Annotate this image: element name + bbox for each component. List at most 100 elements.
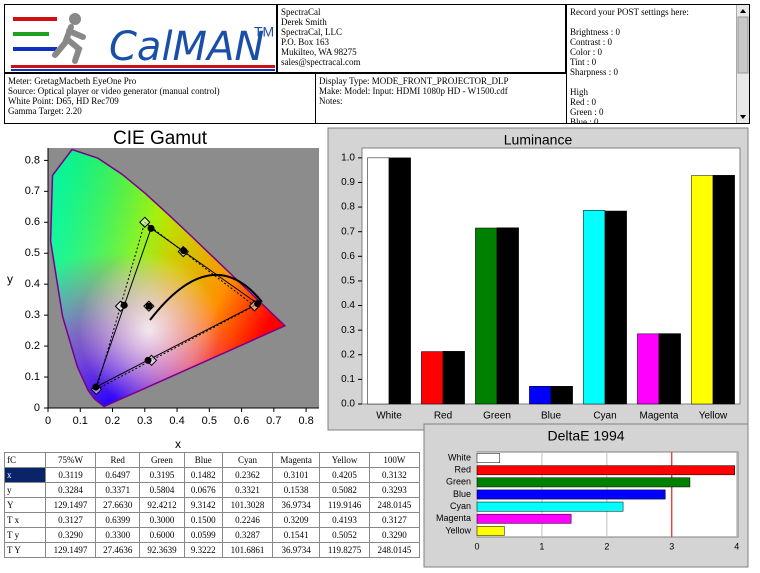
y-tick-label: Yellow — [445, 525, 471, 535]
post-setting: Tint : 0 — [570, 57, 597, 67]
bar — [496, 227, 519, 405]
y-tick-label: 1.0 — [341, 152, 355, 163]
post-group: High — [570, 87, 588, 97]
table-cell: 0.6497 — [95, 467, 141, 483]
table-cell: 101.6861 — [221, 542, 274, 558]
x-tick-label: 0 — [45, 415, 51, 427]
table-cell: Cyan — [221, 452, 274, 468]
y-tick-label: 0.6 — [25, 216, 40, 228]
table-cell: 0.3209 — [272, 512, 321, 528]
x-tick-label: 1 — [539, 541, 544, 551]
table-cell: 101.3028 — [221, 497, 274, 513]
bar — [476, 465, 736, 476]
bar — [476, 526, 505, 536]
table-cell: 0.5052 — [319, 527, 370, 543]
y-tick-label: 0.7 — [25, 185, 40, 197]
company-line: SpectraCal — [281, 7, 321, 17]
table-row: fC 75%W Red Green Blue Cyan Magenta Yellow 100W — [4, 452, 421, 468]
y-tick-label: 0.1 — [25, 371, 40, 383]
y-tick-label: Red — [454, 465, 471, 475]
table-cell: 36.9734 — [272, 542, 321, 558]
scrollbar[interactable] — [736, 5, 749, 123]
post-setting: Color : 0 — [570, 47, 603, 57]
table-cell: 92.3639 — [139, 542, 185, 558]
y-tick-label: 0.2 — [25, 340, 40, 352]
x-axis-label: x — [175, 437, 181, 451]
table-cell: 0.0676 — [183, 482, 224, 498]
table-cell: 92.4212 — [139, 497, 185, 513]
table-cell: 0.6000 — [139, 527, 185, 543]
bar — [388, 157, 411, 405]
table-cell: 9.3142 — [183, 497, 224, 513]
table-cell: 0.3293 — [368, 482, 421, 498]
table-cell: 0.3195 — [139, 467, 185, 483]
spectral-locus — [49, 148, 287, 408]
bar — [476, 513, 572, 524]
table-cell: Green — [139, 452, 185, 468]
y-tick-label: 0.0 — [341, 399, 355, 410]
table-cell: 0.3290 — [44, 527, 97, 543]
table-cell: 0.4205 — [319, 467, 370, 483]
table-cell: Blue — [183, 452, 224, 468]
bar — [691, 175, 714, 405]
company-box: SpectraCal Derek Smith SpectraCal, LLC P.O.… — [277, 4, 566, 73]
table-cell: 129.1497 — [44, 497, 97, 513]
table-cell: 0.3300 — [95, 527, 141, 543]
table-cell: 0.3119 — [44, 467, 97, 483]
table-cell: 0.1482 — [183, 467, 224, 483]
table-cell: 129.1497 — [44, 542, 97, 558]
y-tick-label: White — [448, 452, 471, 462]
y-tick-label: 0.6 — [341, 251, 355, 262]
x-tick-label: White — [376, 411, 402, 422]
display-line: Make: Model: Input: HDMI 1080p HD - W150… — [319, 86, 508, 96]
company-line: sales@spectracal.com — [281, 57, 361, 67]
bar — [367, 157, 390, 405]
luminance-title: Luminance — [504, 132, 573, 148]
measured-point — [145, 302, 153, 310]
y-tick-label: 0 — [34, 402, 40, 414]
table-cell: 75%W — [44, 452, 97, 468]
trademark: TM — [254, 24, 274, 40]
table-cell: 0.5804 — [139, 482, 185, 498]
post-line: Blue : 0 — [570, 117, 599, 124]
target-point — [139, 216, 151, 228]
table-row: Y 129.1497 27.6630 92.4212 9.3142 101.3028 36.… — [4, 497, 421, 513]
x-tick-label: Cyan — [593, 411, 616, 422]
y-tick-label: 0.7 — [341, 226, 355, 237]
x-tick-label: 2 — [604, 541, 609, 551]
table-cell: 0.3321 — [221, 482, 274, 498]
table-cell: 0.1538 — [272, 482, 321, 498]
post-line: Green : 0 — [570, 107, 604, 117]
table-cell: 27.6630 — [95, 497, 141, 513]
x-tick-label: 0.2 — [105, 415, 120, 427]
company-line: P.O. Box 163 — [281, 37, 330, 47]
meter-line: Meter: GretagMacbeth EyeOne Pro — [8, 76, 137, 86]
table-cell: T x — [4, 512, 46, 528]
table-cell: 0.2362 — [221, 467, 274, 483]
measured-point — [92, 383, 100, 391]
y-tick-label: Magenta — [436, 513, 471, 523]
table-cell: 0.3132 — [368, 467, 421, 483]
table-row: T x 0.3127 0.6399 0.3000 0.1500 0.2246 0.3209 0… — [4, 512, 421, 528]
table-cell: 27.4636 — [95, 542, 141, 558]
table-cell: 248.0145 — [368, 542, 421, 558]
table-cell: 0.3284 — [44, 482, 97, 498]
y-tick-label: 0.1 — [341, 374, 355, 385]
table-cell: 0.0599 — [183, 527, 224, 543]
display-line: Display Type: MODE_FRONT_PROJECTOR_DLP — [319, 76, 509, 86]
table-cell: 0.3000 — [139, 512, 185, 528]
table-cell: 0.5082 — [319, 482, 370, 498]
table-cell: 0.3287 — [221, 527, 274, 543]
bar — [442, 351, 465, 405]
bar — [712, 175, 735, 405]
y-tick-label: 0.4 — [25, 278, 40, 290]
logo-box: CalMAN TM — [4, 4, 277, 73]
measurement-table: fC 75%W Red Green Blue Cyan Magenta Yellow 100W x… — [4, 452, 421, 558]
table-row: T Y 129.1497 27.4636 92.3639 9.3222 101.6861 3… — [4, 542, 421, 558]
y-axis-label: y — [7, 272, 13, 286]
table-cell: 0.3371 — [95, 482, 141, 498]
table-cell: 0.4193 — [319, 512, 370, 528]
y-tick-label: 0.3 — [25, 309, 40, 321]
